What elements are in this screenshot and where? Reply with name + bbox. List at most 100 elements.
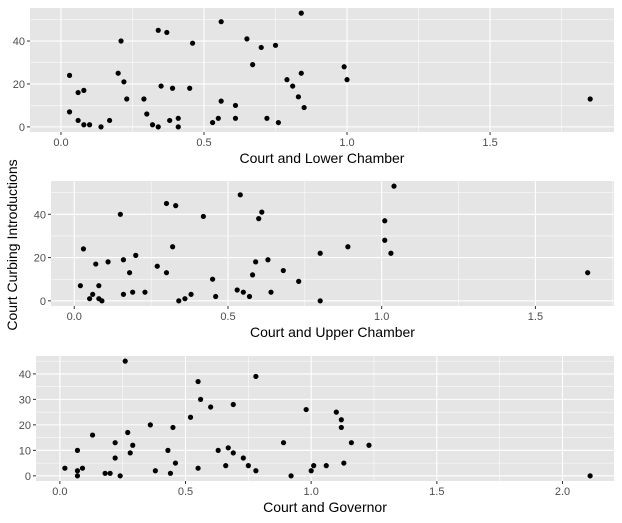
data-point	[298, 10, 304, 16]
data-point	[218, 19, 224, 25]
data-point	[209, 276, 216, 282]
data-point	[133, 252, 139, 259]
x-tick-label: 1.0	[339, 137, 354, 149]
data-point	[188, 291, 194, 297]
data-point	[290, 83, 296, 89]
shared-y-axis-label: Court Curbing Introductions	[4, 159, 20, 330]
y-tick-label: 0	[19, 122, 25, 134]
data-point	[165, 447, 171, 453]
data-point	[79, 465, 86, 471]
data-point	[280, 267, 286, 274]
y-tick-label: 0	[40, 296, 46, 308]
data-point	[74, 468, 81, 474]
data-point	[237, 192, 243, 198]
x-tick-label: 1.0	[304, 486, 319, 498]
data-point	[125, 429, 131, 436]
data-point	[195, 378, 201, 385]
data-point	[187, 85, 193, 91]
panel-2: 0.0 0.5 1.0 1.5 0 20 40 Court and Upper Chamber	[34, 181, 614, 340]
x-tick-label: 1.5	[482, 137, 497, 149]
data-point	[240, 289, 246, 295]
data-point	[158, 83, 164, 89]
data-point	[253, 373, 259, 380]
data-point	[317, 298, 323, 304]
data-point	[90, 291, 96, 297]
data-point	[189, 40, 196, 46]
x-axis-label: Court and Upper Chamber	[250, 324, 415, 340]
data-point	[215, 447, 221, 453]
data-point	[130, 289, 136, 295]
panel-1: 0.0 0.5 1.0 1.5 0 20 40 Court and Lower Chamber	[13, 8, 614, 166]
data-point	[341, 64, 347, 70]
data-point	[366, 442, 372, 448]
data-point	[115, 70, 121, 76]
data-point	[149, 122, 156, 128]
data-point	[86, 122, 93, 128]
x-tick-label: 0.5	[196, 137, 211, 149]
data-point	[265, 257, 271, 263]
y-tick-label: 40	[34, 209, 46, 221]
x-tick-label: 0.0	[67, 311, 82, 323]
x-tick-label: 1.5	[429, 486, 444, 498]
panel-background	[51, 181, 614, 306]
data-point	[258, 44, 264, 51]
data-point	[256, 216, 262, 222]
data-point	[382, 218, 388, 224]
x-tick-label: 1.0	[374, 311, 389, 323]
data-point	[75, 89, 81, 96]
data-point	[175, 115, 181, 121]
data-point	[122, 358, 128, 364]
panels-container: 0.0 0.5 1.0 1.5 0 20 40 Court and Lower Chamber…	[13, 8, 614, 515]
data-point	[74, 447, 81, 453]
data-point	[244, 36, 250, 42]
data-point	[338, 424, 344, 431]
data-point	[275, 119, 281, 126]
data-point	[182, 296, 188, 302]
data-point	[341, 460, 347, 466]
data-point	[288, 473, 294, 479]
data-point	[106, 117, 113, 124]
data-point	[295, 94, 301, 100]
data-point	[163, 270, 170, 276]
data-point	[323, 463, 329, 469]
data-point	[215, 115, 221, 121]
data-point	[250, 62, 256, 68]
data-point	[218, 98, 224, 104]
data-point	[264, 115, 270, 121]
data-point	[96, 283, 102, 289]
data-point	[311, 463, 317, 469]
data-point	[164, 29, 170, 36]
data-point	[223, 463, 229, 469]
y-tick-label: 40	[13, 36, 25, 48]
data-point	[62, 465, 68, 471]
data-point	[344, 77, 350, 83]
data-point	[118, 38, 124, 44]
x-tick-label: 0.0	[52, 486, 67, 498]
data-point	[154, 263, 160, 269]
y-tick-label: 30	[19, 394, 31, 406]
data-point	[117, 211, 123, 217]
data-point	[80, 246, 87, 252]
data-point	[167, 470, 174, 476]
data-point	[209, 119, 216, 126]
data-point	[585, 270, 591, 276]
data-point	[112, 455, 118, 461]
y-tick-label: 0	[25, 471, 31, 483]
data-point	[124, 96, 130, 102]
data-point	[308, 468, 314, 474]
data-point	[81, 87, 87, 93]
panel-background	[30, 8, 614, 132]
data-point	[208, 404, 214, 410]
data-point	[170, 424, 176, 431]
data-point	[144, 111, 150, 117]
data-point	[155, 124, 161, 130]
data-point	[296, 278, 302, 284]
data-point	[197, 396, 204, 402]
y-tick-label: 20	[34, 253, 46, 265]
data-point	[152, 468, 158, 474]
data-point	[75, 117, 81, 124]
data-point	[155, 27, 161, 33]
data-point	[253, 468, 259, 474]
data-point	[112, 440, 118, 446]
